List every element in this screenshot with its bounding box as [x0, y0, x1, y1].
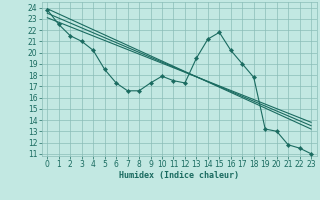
X-axis label: Humidex (Indice chaleur): Humidex (Indice chaleur) [119, 171, 239, 180]
